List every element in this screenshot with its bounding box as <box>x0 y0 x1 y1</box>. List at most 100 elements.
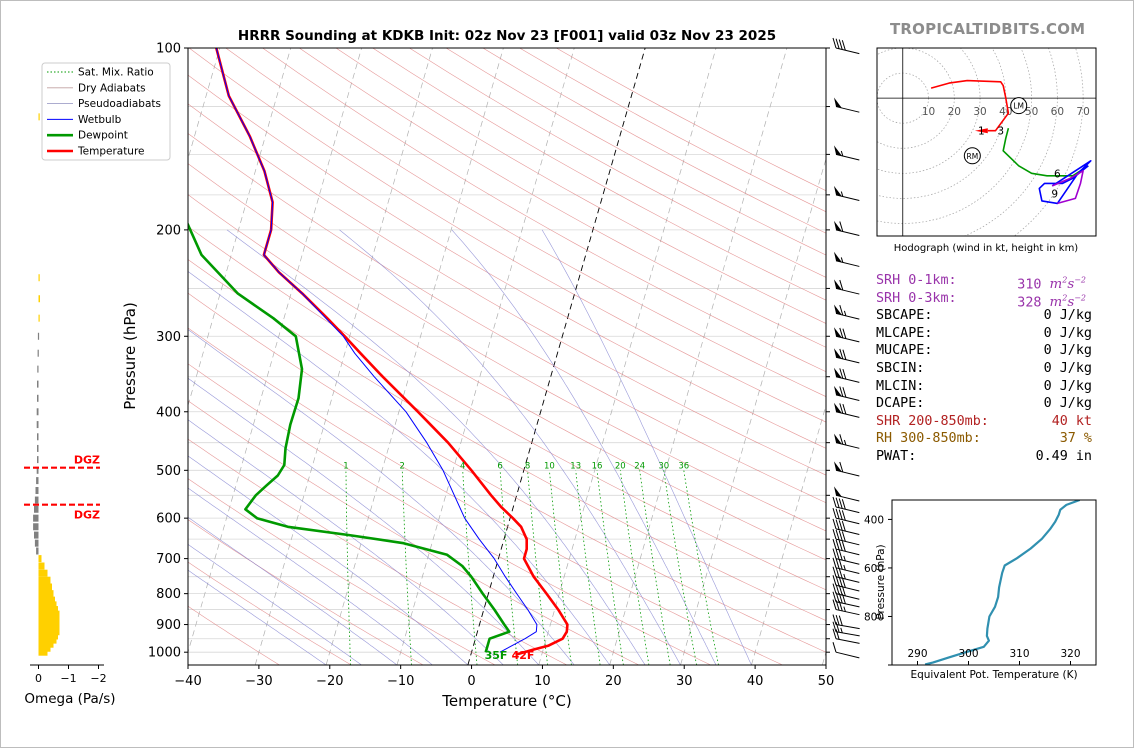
wind-barb-feather <box>839 434 844 445</box>
omega-bar <box>38 648 48 656</box>
isotherm-line <box>188 48 221 161</box>
omega-axis-label: Omega (Pa/s) <box>24 691 115 707</box>
x-tick-label: −10 <box>387 674 414 689</box>
temperature-trace <box>215 48 569 657</box>
omega-bar <box>37 332 40 340</box>
wind-barb-half-feather <box>843 573 846 580</box>
wind-barb <box>832 628 860 644</box>
wind-barb <box>834 185 860 201</box>
mixing-ratio-label: 6 <box>497 461 502 471</box>
wind-barb <box>832 538 860 556</box>
theta-e-x-tick-label: 290 <box>907 648 927 660</box>
x-tick-label: 40 <box>747 674 764 689</box>
dry-adiabat-line <box>188 74 826 449</box>
y-tick-label: 300 <box>156 330 181 345</box>
wind-barb <box>834 145 860 161</box>
index-label: RH 300-850mb: <box>876 431 981 447</box>
surface-temperature-label: 42F <box>512 649 535 662</box>
x-axis-label: Temperature (°C) <box>441 692 571 710</box>
legend: Sat. Mix. Ratio Dry Adiabats Pseudoadiabat… <box>41 62 171 161</box>
hodograph-trace <box>930 79 1010 132</box>
wind-barb-feather <box>841 499 846 510</box>
y-tick-label: 500 <box>156 464 181 479</box>
wind-barb <box>834 327 860 343</box>
dry-adiabat-line <box>188 103 826 476</box>
hodograph-trace <box>1051 170 1084 205</box>
wind-barb-feather <box>838 509 843 520</box>
wind-barb-feather <box>839 279 844 291</box>
omega-bar <box>37 365 39 373</box>
omega-bar <box>38 623 60 631</box>
omega-bar <box>38 583 52 591</box>
index-value: 0 J/kg <box>1043 378 1092 394</box>
wind-barb-feather <box>835 629 840 640</box>
mixing-ratio-line <box>345 470 351 665</box>
dry-adiabat-line <box>372 48 826 301</box>
omega-bar <box>36 477 39 485</box>
x-tick-label: −30 <box>245 674 272 689</box>
wind-barb-feather <box>838 520 843 531</box>
legend-entry: Wetbulb <box>78 114 122 126</box>
wind-barb-feather <box>832 628 837 639</box>
dry-adiabat-line <box>188 226 826 591</box>
wind-barb-feather <box>842 404 847 415</box>
wind-barb-flag <box>834 402 842 414</box>
wind-barb <box>832 614 860 630</box>
y-tick-label: 600 <box>156 512 181 527</box>
wind-barb-feather <box>841 520 846 532</box>
dry-adiabat-line <box>335 48 826 324</box>
wind-barb-feather <box>841 541 846 552</box>
surface-dewpoint-label: 35F <box>485 649 508 662</box>
wind-barb-shaft <box>835 558 860 565</box>
mixing-ratio-line <box>683 470 719 665</box>
wind-barb-shaft <box>835 194 860 201</box>
wind-barb-shaft <box>835 584 860 592</box>
wind-barb-flag <box>834 367 842 379</box>
wind-barb <box>834 486 860 502</box>
mixing-ratio-line <box>639 470 671 665</box>
y-tick-label: 400 <box>156 405 181 420</box>
omega-bar <box>35 487 39 495</box>
dry-adiabat-line <box>188 163 826 532</box>
mixing-ratio-label: 20 <box>615 461 626 471</box>
hodograph-height-label: 9 <box>1051 188 1058 200</box>
wind-barb <box>834 251 860 267</box>
isotherm-line <box>538 48 717 665</box>
omega-bar <box>34 496 39 504</box>
theta-e-x-tick-label: 300 <box>958 648 978 660</box>
wind-barb <box>832 583 860 600</box>
wind-barb-shaft <box>835 528 860 535</box>
wind-barb-feather <box>841 585 846 597</box>
wind-barb-feather <box>832 642 837 653</box>
wind-barb-half-feather <box>843 606 846 612</box>
index-label: MUCAPE: <box>876 343 933 359</box>
omega-bar <box>34 505 39 513</box>
index-label: SHR 200-850mb: <box>876 413 989 429</box>
omega-bar <box>38 295 40 303</box>
wind-barb-flag <box>834 433 842 445</box>
isotherm-line <box>609 48 788 665</box>
wind-barb-flag <box>834 279 842 290</box>
y-tick-label: 900 <box>156 618 181 633</box>
mixing-ratio-label: 16 <box>592 461 603 471</box>
wind-barb <box>834 402 860 418</box>
wind-barb <box>834 367 860 383</box>
index-value: 0 J/kg <box>1043 343 1092 359</box>
wind-barb-feather <box>838 498 843 509</box>
omega-bar <box>37 456 39 464</box>
omega-bar <box>38 640 54 648</box>
chart-title: HRRR Sounding at KDKB Init: 02z Nov 23 [… <box>238 28 776 44</box>
isotherm-line <box>325 48 504 665</box>
wind-barb-half-feather <box>843 555 846 562</box>
pseudoadiabat-line <box>188 455 469 665</box>
dry-adiabat-line <box>409 48 826 278</box>
wind-barb-feather <box>832 599 837 610</box>
wind-barb-feather <box>835 38 840 49</box>
wind-barb-feather <box>832 614 837 625</box>
pseudoadiabat-line <box>188 377 540 665</box>
wind-barb-feather <box>832 518 837 530</box>
wind-barb-half-feather <box>840 191 844 197</box>
y-tick-label: 1000 <box>148 646 181 661</box>
omega-bar <box>34 539 39 547</box>
